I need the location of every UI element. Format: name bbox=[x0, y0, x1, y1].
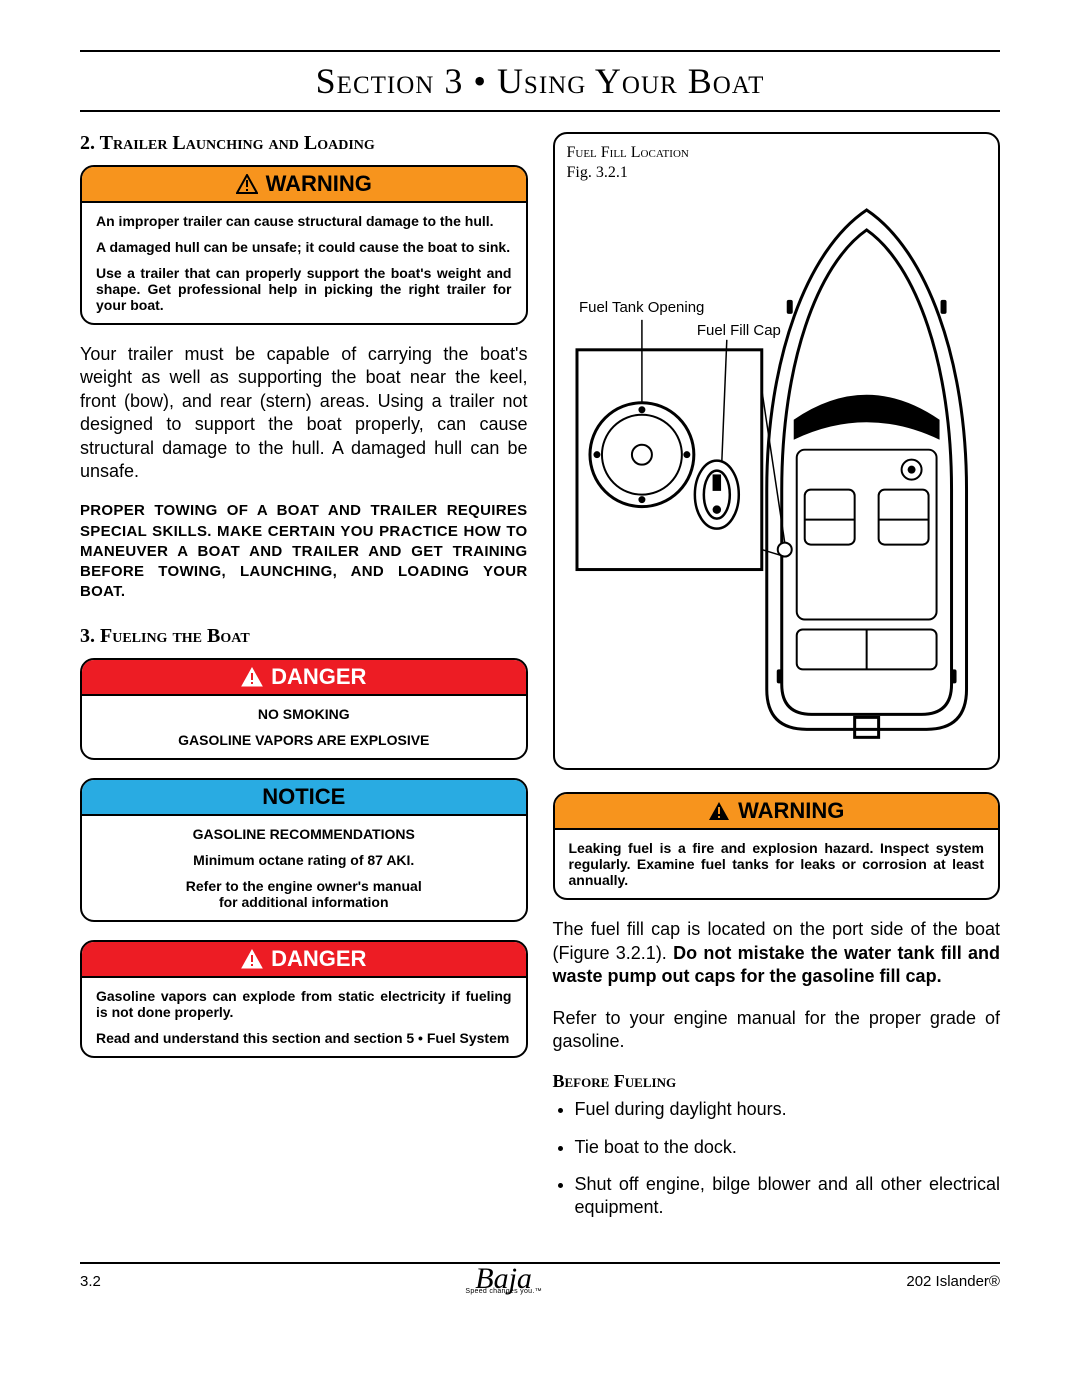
warning2-label: WARNING bbox=[738, 798, 844, 824]
trailer-paragraph: Your trailer must be capable of carrying… bbox=[80, 343, 528, 483]
alert-icon bbox=[708, 801, 730, 821]
right-column: Fuel Fill Location Fig. 3.2.1 bbox=[553, 132, 1001, 1234]
notice-box: NOTICE GASOLINE RECOMMENDATIONS Minimum … bbox=[80, 778, 528, 922]
figure-subtitle: Fig. 3.2.1 bbox=[567, 164, 987, 182]
danger1-line2: GASOLINE VAPORS ARE EXPLOSIVE bbox=[96, 732, 512, 748]
footer-model: 202 Islander® bbox=[906, 1273, 1000, 1290]
alert-icon bbox=[241, 949, 263, 969]
notice-line2: Minimum octane rating of 87 AKI. bbox=[96, 852, 512, 868]
warning-box-2: WARNING Leaking fuel is a fire and explo… bbox=[553, 792, 1001, 900]
trailer-bold-paragraph: PROPER TOWING OF A BOAT AND TRAILER REQU… bbox=[80, 501, 528, 602]
warning1-p1: An improper trailer can cause structural… bbox=[96, 213, 512, 229]
danger-box-1: DANGER NO SMOKING GASOLINE VAPORS ARE EX… bbox=[80, 658, 528, 760]
notice-line1: GASOLINE RECOMMENDATIONS bbox=[96, 826, 512, 842]
footer-page-number: 3.2 bbox=[80, 1273, 101, 1290]
warning1-p3: Use a trailer that can properly support … bbox=[96, 265, 512, 313]
danger1-line1: NO SMOKING bbox=[96, 706, 512, 722]
notice-body: GASOLINE RECOMMENDATIONS Minimum octane … bbox=[82, 816, 526, 920]
under-rule bbox=[80, 110, 1000, 112]
warning2-body: Leaking fuel is a fire and explosion haz… bbox=[555, 830, 999, 898]
fill-cap-paragraph: The fuel fill cap is located on the port… bbox=[553, 918, 1001, 988]
danger-body: NO SMOKING GASOLINE VAPORS ARE EXPLOSIVE bbox=[82, 696, 526, 758]
list-item: Fuel during daylight hours. bbox=[575, 1098, 1001, 1121]
warning-header: WARNING bbox=[82, 167, 526, 203]
alert-icon bbox=[236, 174, 258, 194]
warning2-p1: Leaking fuel is a fire and explosion haz… bbox=[569, 840, 985, 888]
section-bullet: • bbox=[473, 61, 487, 101]
danger2-p1: Gasoline vapors can explode from static … bbox=[96, 988, 512, 1020]
label-tank-opening: Fuel Tank Opening bbox=[578, 299, 703, 316]
danger-header-2: DANGER bbox=[82, 942, 526, 978]
before-fueling-list: Fuel during daylight hours. Tie boat to … bbox=[553, 1098, 1001, 1220]
before-fueling-heading: Before Fueling bbox=[553, 1071, 1001, 1092]
notice-label: NOTICE bbox=[262, 784, 345, 810]
warning-box-1: WARNING An improper trailer can cause st… bbox=[80, 165, 528, 325]
notice-header: NOTICE bbox=[82, 780, 526, 816]
heading2-num: 2. bbox=[80, 132, 95, 154]
warning2-header: WARNING bbox=[555, 794, 999, 830]
heading-trailer: 2. Trailer Launching and Loading bbox=[80, 132, 528, 155]
page-footer: 3.2 Baja Speed changes you.™ 202 Islande… bbox=[80, 1262, 1000, 1294]
heading2-text: Trailer Launching and Loading bbox=[100, 132, 375, 154]
footer-logo-tagline: Speed changes you.™ bbox=[465, 1290, 542, 1294]
grade-paragraph: Refer to your engine manual for the prop… bbox=[553, 1007, 1001, 1054]
danger2-label: DANGER bbox=[271, 946, 366, 972]
section-title: Section 3 • Using Your Boat bbox=[80, 60, 1000, 102]
danger2-p2: Read and understand this section and sec… bbox=[96, 1030, 512, 1046]
footer-logo: Baja Speed changes you.™ bbox=[465, 1270, 542, 1294]
two-column-layout: 2. Trailer Launching and Loading WARNING… bbox=[80, 132, 1000, 1234]
heading-fueling: 3. Fueling the Boat bbox=[80, 625, 528, 648]
warning1-p2: A damaged hull can be unsafe; it could c… bbox=[96, 239, 512, 255]
left-column: 2. Trailer Launching and Loading WARNING… bbox=[80, 132, 528, 1234]
top-rule bbox=[80, 50, 1000, 52]
heading3-text: Fueling the Boat bbox=[100, 625, 250, 647]
section-rest: Using Your Boat bbox=[497, 61, 764, 101]
danger-header: DANGER bbox=[82, 660, 526, 696]
section-num: 3 bbox=[444, 61, 463, 101]
label-fill-cap: Fuel Fill Cap bbox=[696, 322, 780, 339]
warning-label: WARNING bbox=[266, 171, 372, 197]
heading3-num: 3. bbox=[80, 625, 95, 647]
notice-line3: Refer to the engine owner's manual bbox=[96, 878, 512, 894]
page: Section 3 • Using Your Boat 2. Trailer L… bbox=[0, 0, 1080, 1334]
warning-body: An improper trailer can cause structural… bbox=[82, 203, 526, 323]
list-item: Shut off engine, bilge blower and all ot… bbox=[575, 1173, 1001, 1220]
figure-title: Fuel Fill Location bbox=[567, 144, 987, 162]
fuel-fill-diagram: Fuel Tank Opening Fuel Fill Cap bbox=[567, 190, 987, 749]
list-item: Tie boat to the dock. bbox=[575, 1136, 1001, 1159]
danger-box-2: DANGER Gasoline vapors can explode from … bbox=[80, 940, 528, 1058]
alert-icon bbox=[241, 667, 263, 687]
figure-box: Fuel Fill Location Fig. 3.2.1 bbox=[553, 132, 1001, 770]
danger2-body: Gasoline vapors can explode from static … bbox=[82, 978, 526, 1056]
section-word: Section bbox=[316, 61, 435, 101]
danger-label: DANGER bbox=[271, 664, 366, 690]
notice-line4: for additional information bbox=[96, 894, 512, 910]
